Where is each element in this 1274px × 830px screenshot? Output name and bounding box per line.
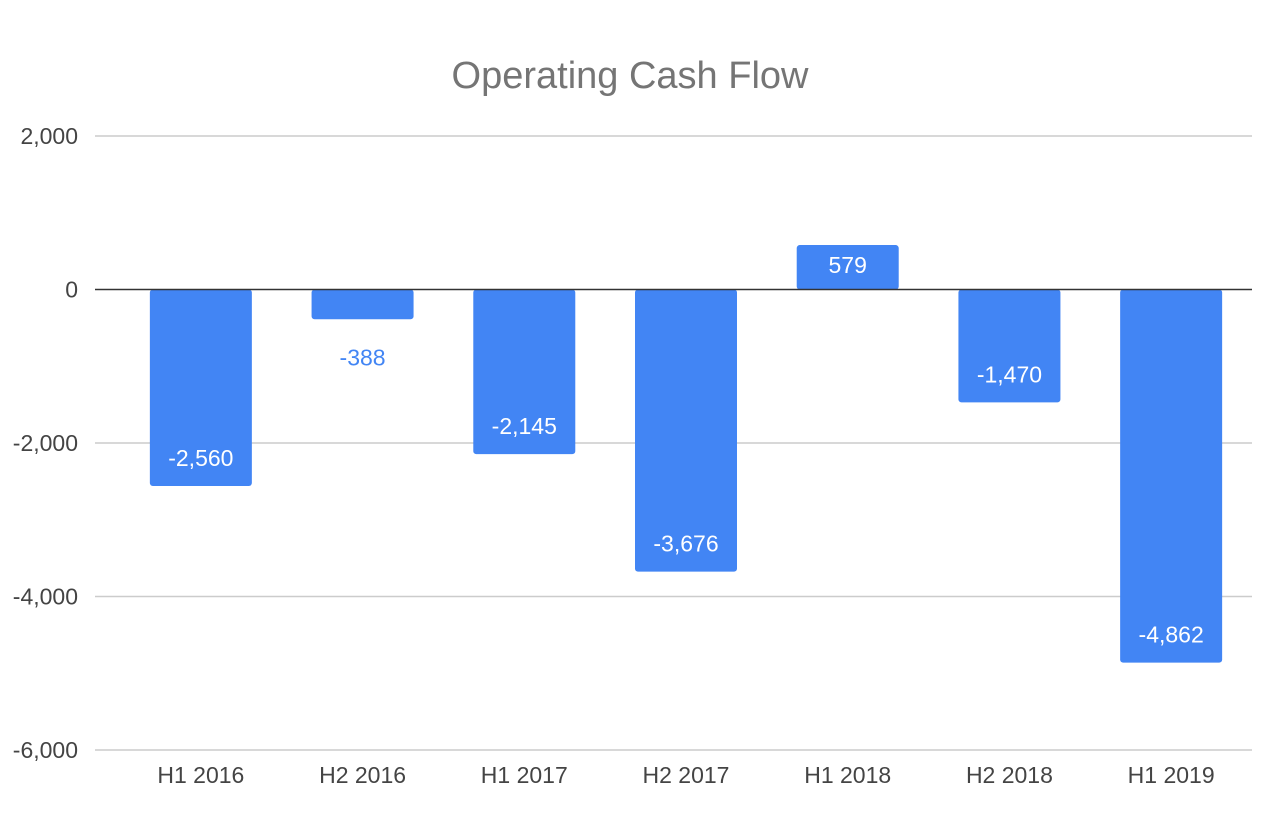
bar [958, 289, 1061, 403]
bar [1120, 289, 1223, 663]
data-label: -2,560 [168, 445, 233, 471]
bar [796, 245, 899, 290]
x-tick-label: H1 2019 [1128, 762, 1215, 788]
bar [311, 289, 414, 320]
x-tick-label: H1 2018 [804, 762, 891, 788]
bar [149, 289, 252, 486]
data-label: -3,676 [653, 531, 718, 557]
bar [635, 289, 737, 572]
bars [149, 245, 1223, 663]
y-tick-label: 0 [65, 277, 78, 303]
data-label: -2,145 [492, 413, 557, 439]
x-tick-label: H2 2018 [966, 762, 1053, 788]
data-label: -1,470 [977, 361, 1042, 387]
y-tick-label: 2,000 [20, 123, 78, 149]
x-tick-label: H1 2016 [157, 762, 244, 788]
y-axis-ticks: 2,000 0 -2,000 -4,000 -6,000 [13, 123, 78, 763]
x-tick-label: H1 2017 [481, 762, 568, 788]
data-label: -388 [340, 344, 386, 370]
y-tick-label: -6,000 [13, 737, 78, 763]
x-tick-label: H2 2016 [319, 762, 406, 788]
gridlines [95, 135, 1252, 751]
data-label: 579 [829, 252, 867, 278]
x-tick-label: H2 2017 [643, 762, 730, 788]
chart-title: Operating Cash Flow [452, 55, 809, 97]
y-tick-label: -4,000 [13, 584, 78, 610]
y-tick-label: -2,000 [13, 430, 78, 456]
data-label: -4,862 [1139, 622, 1204, 648]
data-labels: -2,560 -388 -2,145 -3,676 579 -1,470 -4,862 [168, 252, 1204, 648]
x-axis-ticks: H1 2016 H2 2016 H1 2017 H2 2017 H1 2018 H2 20… [157, 762, 1214, 788]
bar [473, 289, 576, 455]
